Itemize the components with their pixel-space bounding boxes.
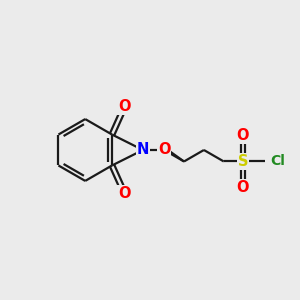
- Text: O: O: [237, 128, 249, 143]
- Text: S: S: [238, 154, 248, 169]
- Text: O: O: [158, 142, 170, 158]
- Text: O: O: [237, 180, 249, 195]
- Text: N: N: [137, 142, 149, 158]
- Text: O: O: [118, 99, 130, 114]
- Text: Cl: Cl: [270, 154, 285, 169]
- Text: O: O: [118, 186, 130, 201]
